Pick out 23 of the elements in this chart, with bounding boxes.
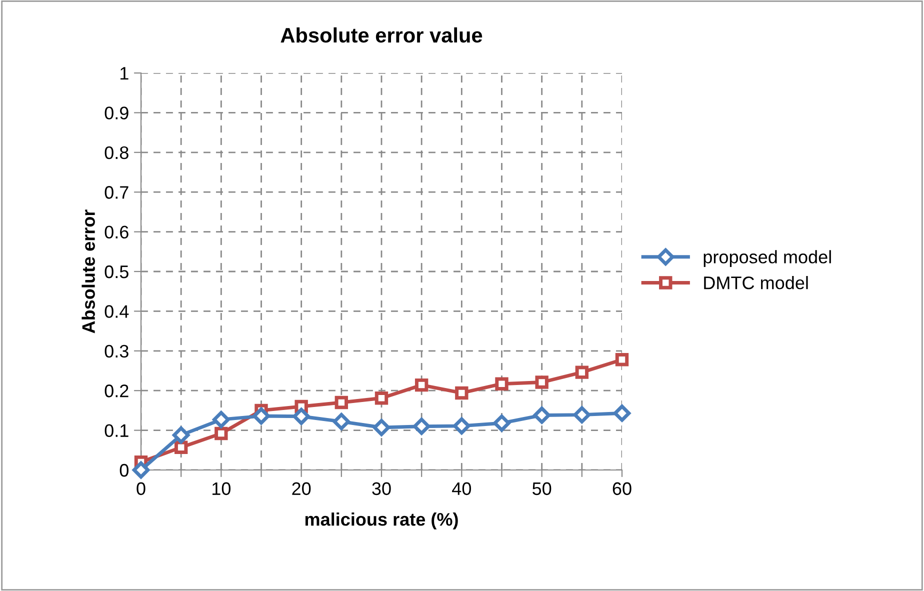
x-tick-label: 10 (212, 482, 231, 496)
x-tick-label: 40 (452, 482, 472, 496)
x-tick-label: 0 (136, 482, 146, 496)
y-tick-label: 0.9 (104, 106, 128, 120)
y-tick-label: 0.2 (104, 384, 128, 398)
x-tick-label: 60 (612, 482, 632, 496)
y-tick-label: 0.4 (104, 305, 129, 318)
legend-label: proposed model (704, 250, 831, 267)
x-tick-label: 30 (372, 482, 391, 496)
chart-title: Absolute error value (280, 27, 482, 43)
x-tick-label: 20 (292, 482, 311, 496)
legend-label: DMTC model (704, 276, 808, 290)
x-tick-label: 50 (532, 482, 552, 496)
y-tick-label: 0.5 (104, 265, 128, 278)
x-axis-title: malicious rate (%) (305, 512, 458, 530)
y-tick-label: 0.1 (104, 424, 128, 438)
y-tick-label: 0.6 (104, 226, 128, 239)
y-tick-label: 0 (120, 464, 128, 477)
y-axis-title: Absolute error (82, 210, 95, 334)
y-tick-label: 0.8 (104, 146, 128, 160)
y-tick-label: 0.7 (104, 186, 128, 199)
y-tick-label: 1 (120, 67, 128, 80)
y-tick-label: 0.3 (104, 344, 128, 358)
